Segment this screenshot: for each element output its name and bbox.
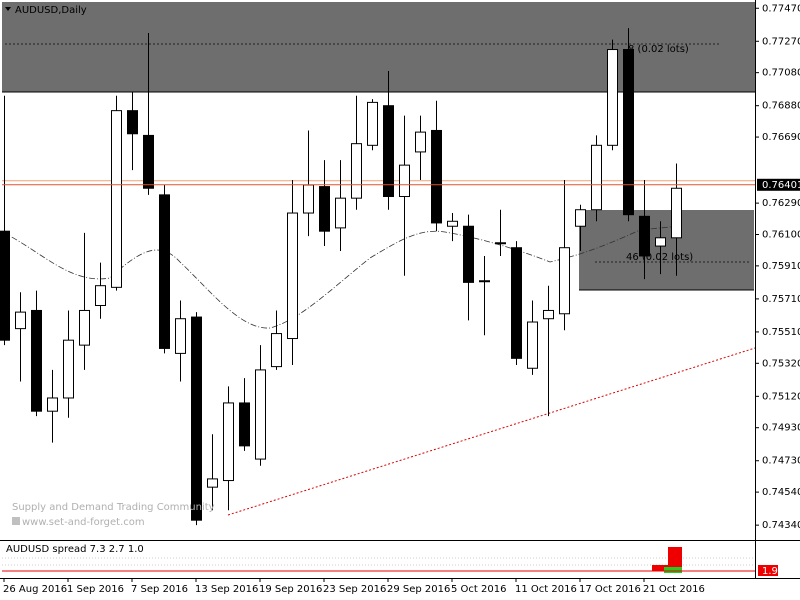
- candle-body: [31, 309, 42, 412]
- candle-body: [383, 105, 394, 198]
- menu-arrow[interactable]: [5, 7, 11, 11]
- x-tick-label: 26 Aug 2016: [3, 584, 67, 595]
- candle-body: [655, 237, 666, 247]
- x-tick-label: 7 Sep 2016: [131, 584, 188, 595]
- indicator-value: 1.9: [762, 566, 778, 577]
- candle-body: [95, 285, 106, 307]
- y-tick-label: 0.77270: [762, 36, 800, 47]
- candle-body: [559, 247, 570, 315]
- candle-body: [191, 316, 202, 521]
- y-tick-label: 0.75510: [762, 327, 800, 338]
- candle-body: [47, 397, 58, 412]
- candle-body: [607, 49, 618, 146]
- demand-zone: [579, 210, 754, 290]
- x-tick-label: 1 Sep 2016: [67, 584, 124, 595]
- candle-body: [543, 309, 554, 320]
- x-tick-label: 23 Sep 2016: [323, 584, 386, 595]
- spread-bar: [668, 547, 682, 571]
- candle-body: [511, 247, 522, 359]
- x-tick-label: 5 Oct 2016: [451, 584, 506, 595]
- x-tick-label: 11 Oct 2016: [515, 584, 577, 595]
- candle-body: [303, 184, 314, 214]
- x-tick-label: 19 Sep 2016: [259, 584, 322, 595]
- spread-bar: [664, 567, 682, 573]
- candle-body: [63, 339, 74, 399]
- x-tick-label: 29 Sep 2016: [387, 584, 450, 595]
- y-tick-label: 0.76100: [762, 229, 800, 240]
- y-tick-label: 0.76690: [762, 132, 800, 143]
- watermark-icon: [12, 517, 20, 525]
- current-price-box: [757, 178, 800, 191]
- candle-body: [15, 311, 26, 330]
- candle-body: [639, 215, 650, 257]
- y-tick-label: 0.75910: [762, 261, 800, 272]
- candle-body: [399, 164, 410, 198]
- y-tick-label: 0.74730: [762, 456, 800, 467]
- watermark: Supply and Demand Trading Community: [12, 502, 215, 513]
- candle-body: [319, 186, 330, 232]
- candle-body: [255, 369, 266, 460]
- candle-body: [223, 402, 234, 482]
- candle-body: [159, 194, 170, 349]
- y-tick-label: 0.77080: [762, 68, 800, 79]
- candle-body: [127, 110, 138, 135]
- y-tick-label: 0.76880: [762, 101, 800, 112]
- candle-body: [111, 110, 122, 288]
- candle-body: [239, 402, 250, 447]
- y-tick-label: 0.74540: [762, 487, 800, 498]
- candle-body: [143, 134, 154, 189]
- candle-body: [367, 101, 378, 146]
- candle-body: [207, 478, 218, 488]
- candle-body: [495, 242, 506, 245]
- y-tick-label: 0.74930: [762, 423, 800, 434]
- trend-line: [227, 347, 756, 516]
- candle-body: [479, 280, 490, 283]
- order-label: 8 (0.02 lots): [628, 44, 689, 55]
- candle-body: [671, 187, 682, 239]
- candle-body: [623, 49, 634, 216]
- candle-body: [287, 212, 298, 340]
- chart-title: AUDUSD,Daily: [15, 5, 87, 16]
- watermark: www.set-and-forget.com: [22, 517, 145, 528]
- candle-body: [351, 143, 362, 199]
- candle-body: [591, 144, 602, 211]
- y-tick-label: 0.76290: [762, 198, 800, 209]
- x-tick-label: 17 Oct 2016: [579, 584, 641, 595]
- candle-body: [415, 131, 426, 153]
- candle-body: [431, 129, 442, 224]
- candle-body: [175, 318, 186, 354]
- x-tick-label: 13 Sep 2016: [195, 584, 258, 595]
- x-tick-label: 21 Oct 2016: [643, 584, 705, 595]
- candles: [0, 28, 755, 526]
- order-label: 46 (0.02 lots): [626, 252, 693, 263]
- candle-body: [0, 230, 10, 341]
- candle-body: [335, 197, 346, 229]
- y-tick-label: 0.77470: [762, 3, 800, 14]
- candle-body: [271, 333, 282, 368]
- current-price-label: 0.76401: [762, 180, 800, 191]
- candle-body: [527, 321, 538, 369]
- y-tick-label: 0.75320: [762, 358, 800, 369]
- indicator-title: AUDUSD spread 7.3 2.7 1.0: [6, 544, 144, 555]
- candle-body: [575, 209, 586, 227]
- indicator-value-box: [758, 565, 778, 576]
- candle-body: [463, 225, 474, 283]
- spread-bar: [652, 565, 668, 571]
- y-tick-label: 0.74340: [762, 520, 800, 531]
- y-tick-label: 0.75710: [762, 294, 800, 305]
- candle-body: [447, 220, 458, 227]
- candle-body: [79, 309, 90, 346]
- y-tick-label: 0.75120: [762, 391, 800, 402]
